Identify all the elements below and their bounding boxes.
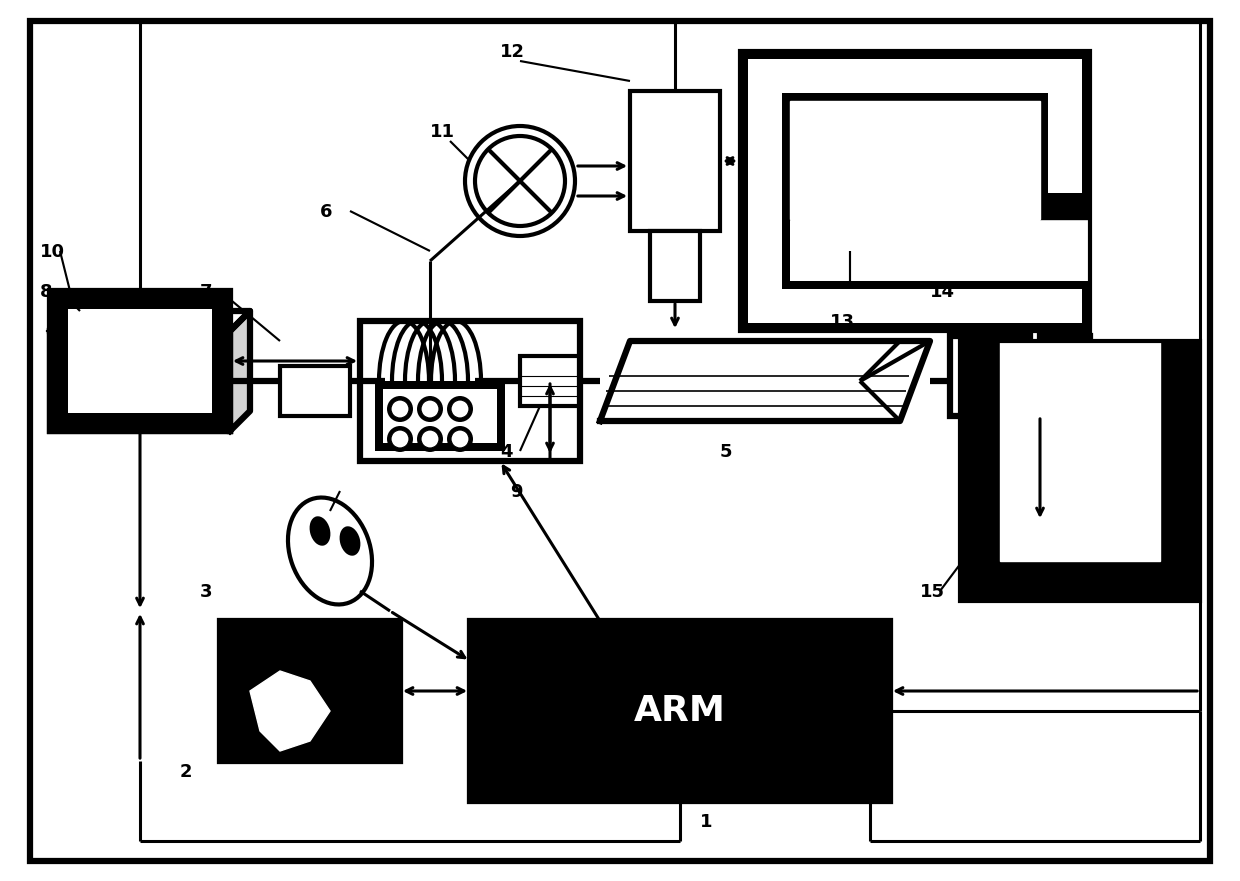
Bar [748, 59, 782, 323]
Bar [630, 91, 720, 231]
Bar [383, 389, 497, 443]
Text: 8: 8 [40, 283, 52, 301]
Circle shape [391, 400, 409, 418]
Bar [950, 336, 1030, 416]
Bar [219, 621, 401, 761]
Bar [50, 331, 229, 431]
Text: 14: 14 [930, 283, 955, 301]
Bar [740, 51, 790, 331]
Circle shape [446, 396, 472, 422]
Polygon shape [999, 341, 1159, 561]
Bar [50, 291, 229, 431]
Bar [740, 51, 1090, 101]
Bar [374, 381, 505, 451]
Bar [280, 366, 350, 416]
Polygon shape [740, 293, 1090, 331]
Polygon shape [600, 341, 930, 421]
Polygon shape [960, 561, 1200, 601]
Ellipse shape [310, 516, 330, 545]
Bar [520, 356, 580, 406]
Circle shape [422, 400, 439, 418]
Bar [650, 231, 701, 301]
Bar [740, 51, 1090, 331]
Circle shape [446, 426, 472, 452]
Text: 12: 12 [500, 43, 525, 61]
Circle shape [417, 396, 443, 422]
Text: 5: 5 [720, 443, 733, 461]
Bar [1048, 59, 1083, 193]
Polygon shape [250, 671, 330, 751]
Text: 6: 6 [320, 203, 332, 221]
Bar [470, 621, 890, 801]
Bar [1040, 51, 1090, 201]
Circle shape [451, 430, 469, 448]
Polygon shape [1159, 341, 1200, 601]
Polygon shape [229, 311, 250, 431]
Text: 9: 9 [510, 483, 522, 501]
Polygon shape [960, 341, 999, 601]
Text: 13: 13 [830, 313, 856, 331]
Text: 11: 11 [430, 123, 455, 141]
Text: ARM: ARM [634, 694, 725, 728]
Bar [360, 321, 580, 461]
Circle shape [451, 400, 469, 418]
Text: 4: 4 [500, 443, 512, 461]
Bar [740, 281, 1090, 331]
Polygon shape [50, 311, 250, 331]
Circle shape [422, 430, 439, 448]
Bar [1040, 336, 1090, 416]
Circle shape [387, 396, 413, 422]
Bar [68, 309, 212, 413]
Text: 1: 1 [701, 813, 713, 831]
Bar [360, 321, 580, 461]
Polygon shape [740, 51, 1090, 219]
Circle shape [391, 430, 409, 448]
Bar [960, 341, 1200, 601]
Text: 2: 2 [180, 763, 192, 781]
Circle shape [387, 426, 413, 452]
Text: 3: 3 [200, 583, 212, 601]
Text: 7: 7 [200, 283, 212, 301]
Circle shape [417, 426, 443, 452]
Text: 15: 15 [920, 583, 945, 601]
Bar [748, 289, 1083, 323]
Bar [50, 291, 229, 431]
Polygon shape [790, 101, 1040, 219]
Circle shape [270, 691, 310, 731]
Bar [748, 59, 1083, 93]
Text: 10: 10 [40, 243, 64, 261]
Ellipse shape [340, 526, 361, 556]
Ellipse shape [288, 498, 372, 604]
